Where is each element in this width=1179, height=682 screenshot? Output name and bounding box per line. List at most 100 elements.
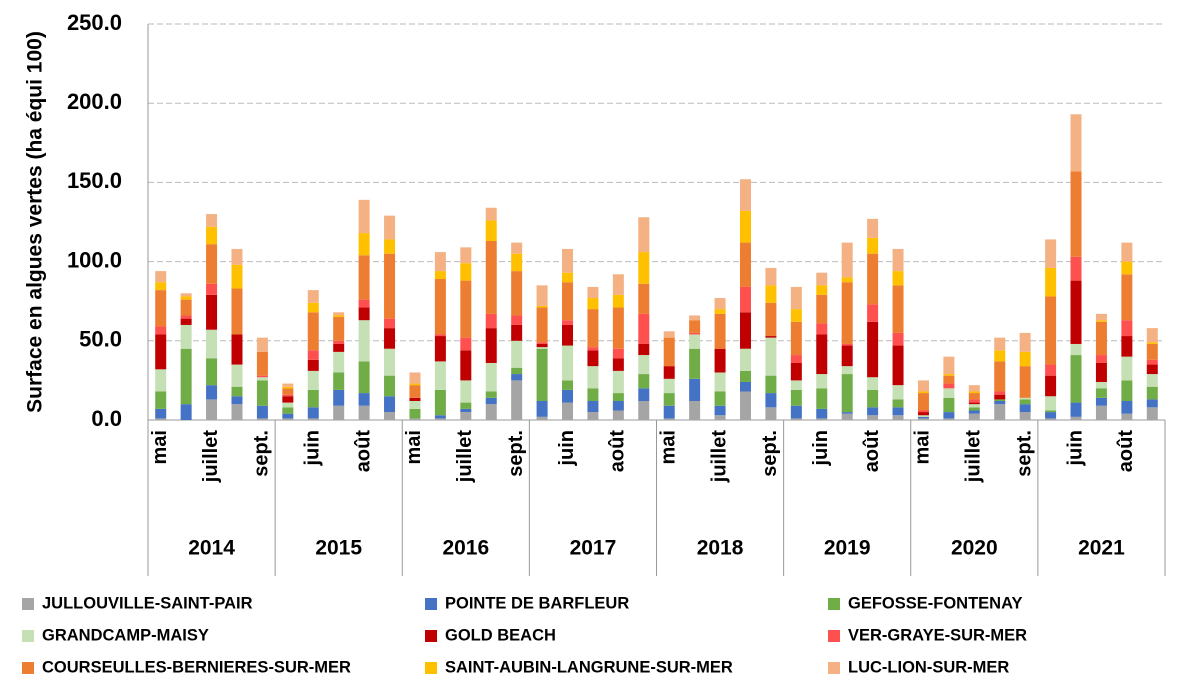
x-tick-label: juillet [963, 430, 985, 484]
bar-segment [562, 345, 574, 381]
bar-segment [511, 271, 523, 316]
bar-segment [409, 385, 421, 398]
bar-segment [1019, 399, 1031, 405]
bar-segment [485, 207, 497, 221]
bar-segment [867, 407, 879, 416]
bar-segment [155, 282, 167, 291]
bar-segment [587, 309, 599, 348]
bar-segment [206, 329, 218, 359]
bar-segment [892, 385, 904, 400]
bar-segment [612, 393, 624, 401]
bar-segment [587, 366, 599, 389]
bar-segment [536, 416, 548, 420]
bar-segment [485, 397, 497, 405]
bar-segment [1095, 362, 1107, 382]
bar-segment [1070, 343, 1082, 356]
bar-segment [536, 342, 548, 344]
group-label: 2014 [188, 537, 235, 560]
bar-segment [307, 359, 319, 371]
bar-segment [434, 415, 446, 419]
bar-segment [968, 407, 980, 411]
bar-segment [689, 334, 701, 349]
bar-segment [333, 340, 345, 344]
bar-segment [638, 217, 650, 253]
x-tick-label: sept. [505, 430, 527, 477]
bar-segment [562, 248, 574, 273]
bar-segment [739, 210, 751, 243]
bar-segment [867, 321, 879, 378]
bar-segment [1045, 364, 1057, 376]
bar-segment [1146, 328, 1158, 343]
bar-segment [511, 367, 523, 375]
bar-segment [612, 274, 624, 295]
bar-segment [1121, 356, 1133, 381]
bar-segment [587, 286, 599, 299]
bar-segment [943, 388, 955, 398]
bar-segment [485, 328, 497, 363]
bar-segment [460, 263, 472, 281]
x-tick-label: mai [149, 430, 171, 464]
bar-segment [841, 374, 853, 413]
bar-segment [1146, 407, 1158, 420]
bar-segment [460, 280, 472, 338]
x-tick-label: juillet [454, 430, 476, 484]
bar-segment [434, 334, 446, 337]
y-tick-label: 100.0 [67, 247, 122, 272]
legend-label: COURSEULLES-BERNIERES-SUR-MER [42, 658, 351, 676]
bar-segment [689, 320, 701, 333]
bar-segment [765, 375, 777, 394]
bar-segment [739, 348, 751, 371]
bar-segment [765, 393, 777, 408]
bar-segment [917, 380, 929, 392]
bar-segment [994, 400, 1006, 405]
bar-segment [206, 358, 218, 386]
bar-segment [739, 286, 751, 313]
bar-segment [434, 418, 446, 420]
bar-segment [612, 370, 624, 394]
legend-swatch [22, 598, 34, 610]
bar-segment [180, 404, 192, 420]
group-label: 2020 [951, 537, 998, 560]
bar-segment [638, 374, 650, 389]
bar-segment [1095, 381, 1107, 389]
group-label: 2018 [697, 537, 744, 560]
bar-segment [739, 391, 751, 420]
bar-segment [790, 309, 802, 322]
bar-segment [282, 388, 294, 395]
bar-segment [689, 348, 701, 379]
bar-segment [1019, 397, 1031, 400]
bar-segment [1146, 386, 1158, 400]
bar-segment [155, 391, 167, 409]
legend-label: POINTE DE BARFLEUR [445, 594, 629, 612]
bar-segment [434, 389, 446, 416]
bar-segment [1146, 364, 1158, 375]
bar-segment [358, 255, 370, 300]
bar-segment [587, 412, 599, 420]
bar-segment [867, 377, 879, 390]
bar-segment [307, 418, 319, 420]
bar-segment [307, 290, 319, 303]
bar-segment [917, 393, 929, 411]
bar-segment [155, 326, 167, 335]
bar-segment [1121, 413, 1133, 420]
bar-segment [180, 296, 192, 300]
bar-segment [968, 393, 980, 400]
bar-segment [256, 377, 268, 381]
bar-segment [816, 323, 828, 335]
bar-segment [231, 404, 243, 420]
bar-segment [180, 315, 192, 319]
x-tick-label: mai [912, 430, 934, 464]
bar-segment [409, 418, 421, 420]
bar-segment [384, 328, 396, 349]
bar-segment [562, 324, 574, 346]
bar-segment [384, 375, 396, 397]
bar-segment [1121, 261, 1133, 275]
bar-segment [1019, 366, 1031, 398]
bar-segment [460, 247, 472, 264]
bar-segment [917, 418, 929, 420]
bar-segment [231, 288, 243, 335]
bar-segment [536, 343, 548, 348]
bar-segment [790, 362, 802, 381]
bar-segment [663, 337, 675, 367]
bar-segment [714, 372, 726, 392]
